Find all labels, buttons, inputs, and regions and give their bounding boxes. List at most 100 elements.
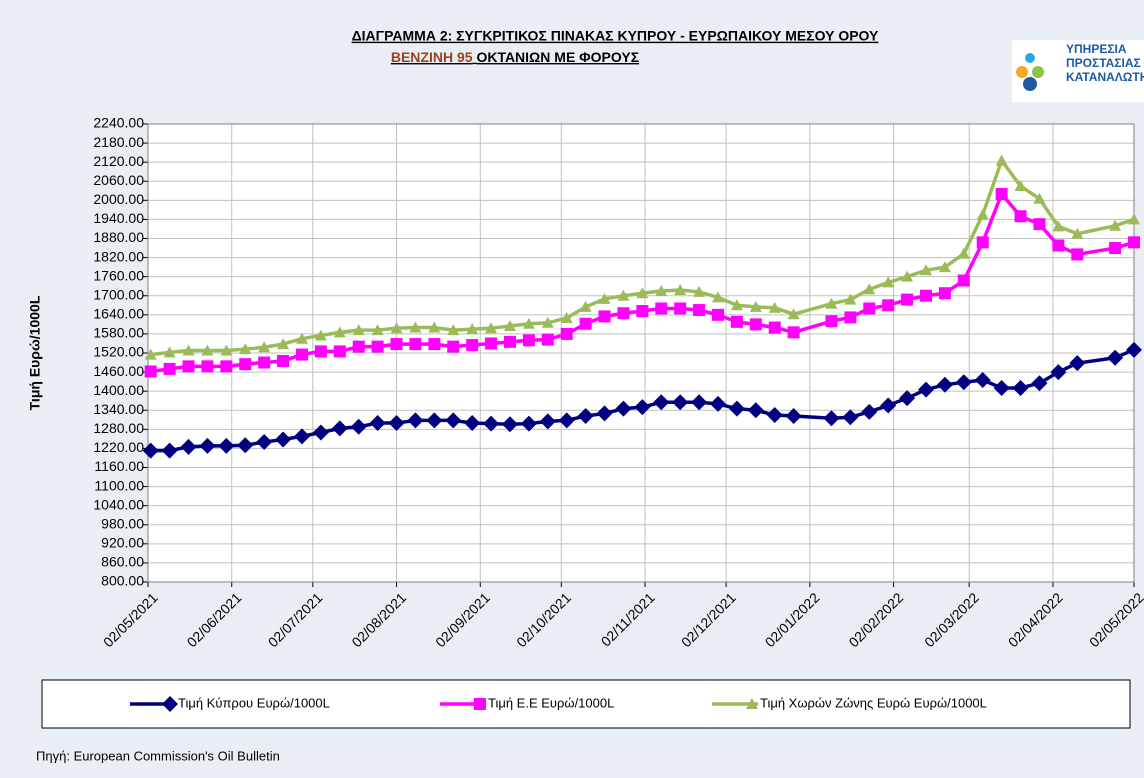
marker [503,319,516,331]
marker [747,402,764,419]
y-tick-label: 2060.00 [93,172,144,188]
marker [447,324,460,336]
subtitle-part: ΟΚΤΑΝΙΩΝ ΜΕ ΦΟΡΟΥΣ [476,49,639,65]
subtitle-part: ΒΕΝΖΙΝΗ 95 [391,49,473,65]
marker [352,340,365,353]
y-tick-label: 2120.00 [93,153,144,169]
marker [277,338,290,350]
y-tick-label: 1220.00 [93,439,144,455]
legend-box [41,679,1131,729]
marker [144,348,157,360]
marker [1109,242,1122,255]
marker [312,424,329,441]
marker [277,354,290,367]
marker [142,442,159,459]
marker [258,356,271,369]
marker [993,379,1010,396]
marker [617,307,630,320]
marker [785,407,802,424]
marker [995,187,1008,200]
marker [163,346,176,358]
marker [693,304,706,317]
marker [598,310,611,323]
marker [880,397,897,414]
marker [655,302,668,315]
marker [560,327,573,340]
marker [1014,210,1027,223]
y-tick-label: 1820.00 [93,248,144,264]
marker [730,299,743,311]
marker [615,400,632,417]
marker [428,321,441,333]
y-tick-label: 1520.00 [93,344,144,360]
marker [1050,364,1067,381]
marker [1071,248,1084,261]
marker [520,415,537,432]
marker [558,412,575,429]
marker [220,344,233,356]
marker [237,437,254,454]
y-tick-label: 2000.00 [93,191,144,207]
marker [503,335,516,348]
marker [390,322,403,334]
marker [674,302,687,315]
y-tick-label: 860.00 [101,554,144,570]
marker [352,324,365,336]
marker [371,324,384,336]
logo: ΥΠΗΡΕΣΙΑ ΠΡΟΣΤΑΣΙΑΣ ΚΑΤΑΝΑΛΩΤΗ [1012,40,1144,102]
marker [1107,349,1124,366]
marker [295,348,308,361]
y-tick-label: 2180.00 [93,134,144,150]
logo-text: ΠΡΟΣΤΑΣΙΑΣ [1066,56,1141,70]
marker [161,442,178,459]
marker [409,338,422,351]
marker [522,317,535,329]
marker [369,414,386,431]
marker [293,428,310,445]
marker [842,409,859,426]
marker [882,299,895,312]
marker [220,360,233,373]
marker [1033,192,1046,204]
marker [709,395,726,412]
marker [711,308,724,321]
marker [350,418,367,435]
chart-subtitle: ΒΕΝΖΙΝΗ 95 ΟΚΤΑΝΙΩΝ ΜΕ ΦΟΡΟΥΣ [391,49,639,65]
logo-text: ΚΑΤΑΝΑΛΩΤΗ [1066,70,1144,84]
marker [938,287,951,300]
marker [539,413,556,430]
y-tick-label: 800.00 [101,573,144,589]
marker [1033,218,1046,231]
marker [388,414,405,431]
marker [445,412,462,429]
y-tick-label: 980.00 [101,515,144,531]
marker [1012,379,1029,396]
marker [144,365,157,378]
marker [672,394,689,411]
marker [522,334,535,347]
marker [407,412,424,429]
marker [917,381,934,398]
marker [957,274,970,287]
marker [201,344,214,356]
marker [863,302,876,315]
marker [1126,341,1142,358]
marker [182,344,195,356]
marker [655,284,668,296]
marker [936,376,953,393]
marker [239,343,252,355]
logo-dot [1023,77,1037,91]
marker [974,372,991,389]
logo-dot [1025,53,1035,63]
y-tick-label: 920.00 [101,535,144,551]
y-tick-label: 1940.00 [93,210,144,226]
marker [901,270,914,282]
marker [1128,213,1140,225]
marker [749,300,762,312]
marker [787,326,800,339]
marker [955,374,972,391]
marker [275,431,292,448]
marker [768,321,781,334]
marker [485,337,498,350]
marker [201,360,214,373]
